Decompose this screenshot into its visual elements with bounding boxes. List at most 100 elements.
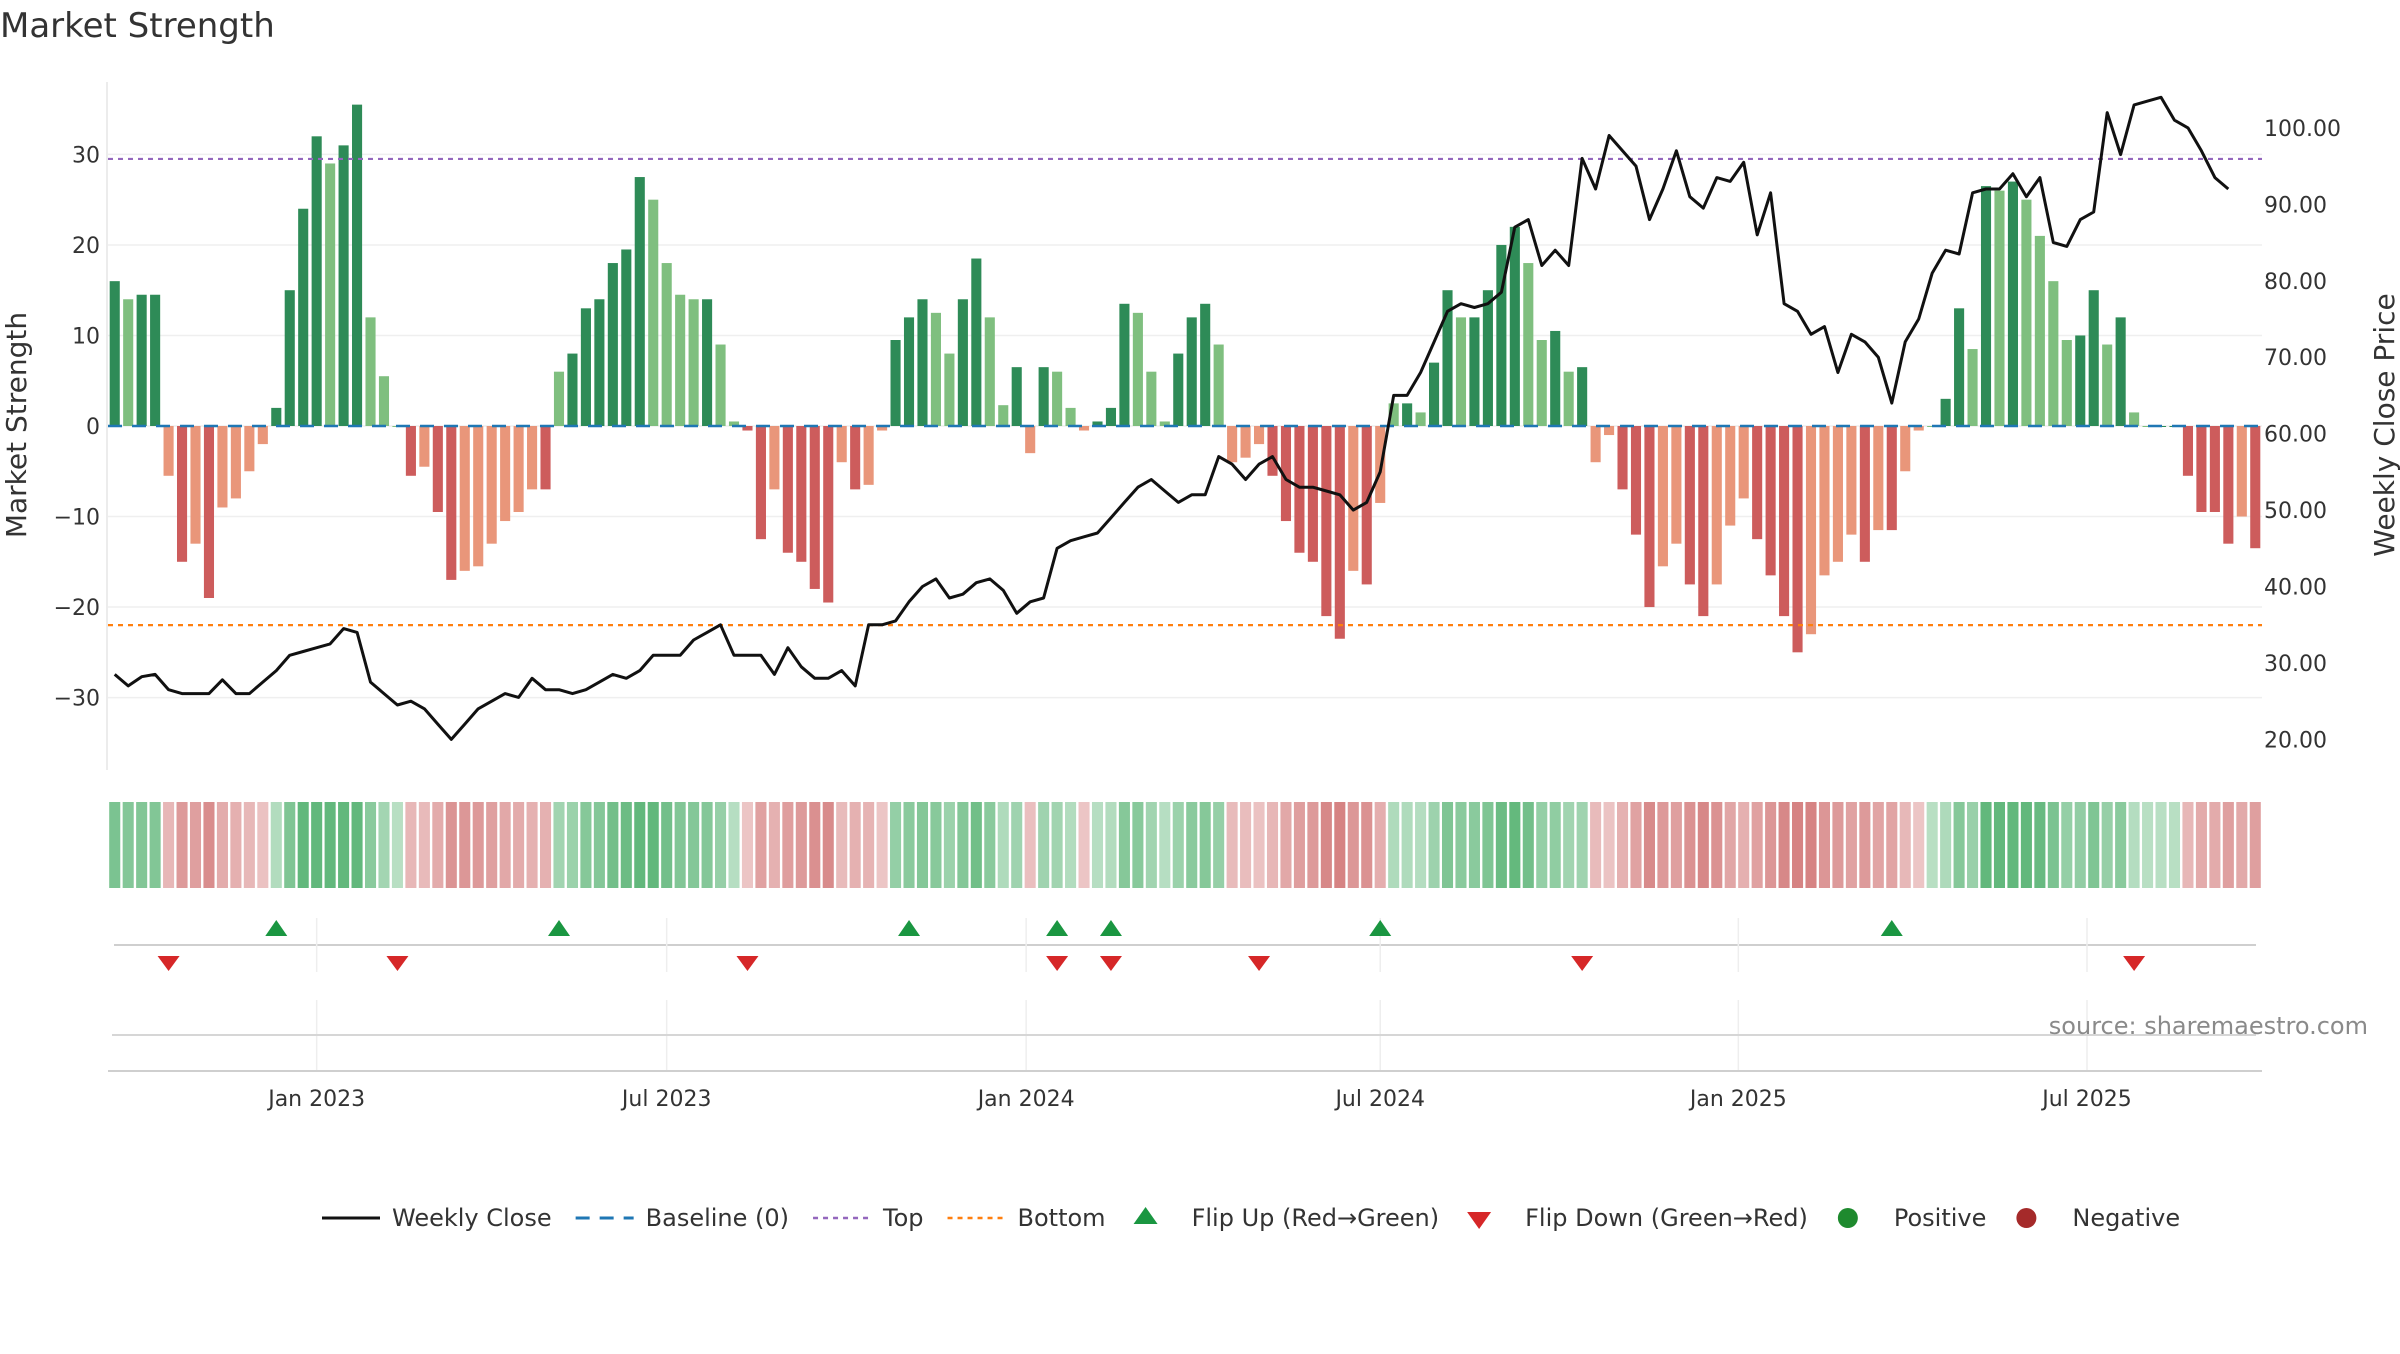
strength-bar [1038, 367, 1049, 426]
heat-strip-cell [620, 802, 632, 888]
strength-bar [1832, 426, 1843, 562]
strength-bar [527, 426, 538, 490]
y-tick-label-right: 20.00 [2264, 728, 2327, 753]
strength-bar [850, 426, 861, 490]
flip-up-marker [1099, 920, 1122, 936]
heat-strip-cell [203, 802, 215, 888]
heat-strip-cell [1186, 802, 1198, 888]
flip-down-marker [2123, 956, 2146, 971]
heat-strip-cell [472, 802, 484, 888]
heat-strip-cell [1926, 802, 1938, 888]
heat-strip-cell [701, 802, 713, 888]
heat-strip-cell [1199, 802, 1211, 888]
flip-down-marker [1099, 956, 1122, 971]
heat-strip-cell [2088, 802, 2100, 888]
x-tick-label: Jan 2025 [1688, 1087, 1787, 1112]
heat-strip-cell [849, 802, 861, 888]
strength-bar [1954, 308, 1965, 426]
heat-strip-cell [1778, 802, 1790, 888]
heat-strip-cell [1953, 802, 1965, 888]
strength-bar [217, 426, 228, 508]
heat-strip-cell [607, 802, 619, 888]
legend-label: Bottom [1018, 1204, 1106, 1232]
heat-strip-cell [903, 802, 915, 888]
strength-bar [675, 294, 686, 426]
y-tick-label-right: 90.00 [2264, 193, 2327, 218]
strength-bar [930, 312, 941, 426]
legend-label: Positive [1894, 1204, 1987, 1232]
strength-bar [446, 426, 457, 580]
strength-bar [150, 294, 161, 426]
strength-bar [230, 426, 241, 499]
heat-strip-cell [822, 802, 834, 888]
strength-bar [1738, 426, 1749, 499]
heat-strip-cell [230, 802, 242, 888]
strength-bar [1886, 426, 1897, 531]
strength-bar [1402, 403, 1413, 426]
heat-strip-cell [1711, 802, 1723, 888]
heat-strip-cell [1805, 802, 1817, 888]
heat-strip-cell [1967, 802, 1979, 888]
strength-bar [2075, 335, 2086, 426]
heat-strip-cell [1657, 802, 1669, 888]
heat-strip-cell [297, 802, 309, 888]
source-credit: source: sharemaestro.com [2049, 1012, 2368, 1040]
heat-strip-cell [1118, 802, 1130, 888]
flip-up-marker [898, 920, 921, 936]
heat-strip-cell [1509, 802, 1521, 888]
strength-bar [2250, 426, 2261, 549]
heat-strip-cell [876, 802, 888, 888]
x-tick-label: Jul 2024 [1333, 1087, 1425, 1112]
heat-strip-cell [2007, 802, 2019, 888]
heat-strip-cell [391, 802, 403, 888]
heat-strip-cell [1563, 802, 1575, 888]
y-axis-title-right: Weekly Close Price [2368, 293, 2400, 556]
heat-strip-cell [755, 802, 767, 888]
strength-bar [365, 317, 376, 426]
heat-strip-cell [2074, 802, 2086, 888]
heat-strip-cell [1980, 802, 1992, 888]
strength-bar [1940, 398, 1951, 426]
flip-up-marker [265, 920, 288, 936]
strength-bar [2223, 426, 2234, 544]
y-tick-label-right: 70.00 [2264, 346, 2327, 371]
legend-label: Weekly Close [392, 1204, 552, 1232]
heat-strip-cell [176, 802, 188, 888]
strength-bar [634, 177, 645, 426]
heat-strip-cell [728, 802, 740, 888]
strength-bar [1657, 426, 1668, 567]
heat-strip-cell [1872, 802, 1884, 888]
y-tick-label-left: 20 [72, 234, 100, 259]
heat-strip-cell [284, 802, 296, 888]
heat-strip-cell [2047, 802, 2059, 888]
y-tick-label-right: 60.00 [2264, 423, 2327, 448]
strength-bar [1819, 426, 1830, 576]
heat-strip-cell [1361, 802, 1373, 888]
strength-bar [607, 263, 618, 426]
heat-strip-cell [1738, 802, 1750, 888]
strength-bar [1792, 426, 1803, 653]
legend-flip-up-icon [1133, 1207, 1158, 1224]
strength-bar [1671, 426, 1682, 544]
legend-label: Baseline (0) [646, 1204, 789, 1232]
heat-strip-cell [1495, 802, 1507, 888]
strength-bar [284, 290, 295, 426]
strength-bar [1240, 426, 1251, 458]
strength-bar [257, 426, 268, 445]
flip-down-marker [736, 956, 759, 971]
strength-bar [903, 317, 915, 426]
heat-strip-cell [1334, 802, 1346, 888]
strength-bar [728, 421, 740, 426]
strength-bar [1388, 403, 1399, 426]
strength-bar [325, 163, 336, 426]
strength-bar [244, 426, 255, 472]
strength-bar [311, 136, 322, 426]
strength-bar [1900, 426, 1911, 472]
strength-bar [1859, 426, 1870, 562]
strength-bar [1684, 426, 1695, 585]
heat-strip-cell [1051, 802, 1063, 888]
heat-strip-cell [674, 802, 686, 888]
heat-strip-cell [405, 802, 417, 888]
chart-title: Market Strength [0, 6, 275, 46]
heat-strip-cell [445, 802, 457, 888]
